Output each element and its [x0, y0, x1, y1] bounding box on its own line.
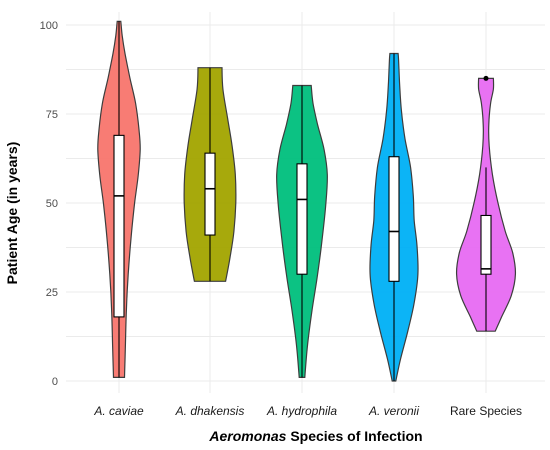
x-axis-title-part: Species of Infection [286, 428, 422, 444]
y-tick-label: 75 [46, 109, 58, 121]
violin-3 [276, 84, 328, 378]
violin-layer [97, 20, 517, 382]
x-axis-title-part: Aeromonas [208, 428, 286, 444]
violin-2 [183, 67, 237, 282]
x-tick-label: A. veronii [368, 404, 419, 418]
y-tick-labels: 0 25 50 75 100 [40, 20, 58, 388]
box [388, 156, 400, 282]
x-tick-label: A. hydrophila [266, 404, 337, 418]
x-tick-label: A. caviae [93, 404, 144, 418]
box [113, 134, 125, 318]
x-tick-label: Rare Species [450, 404, 522, 418]
y-tick-label: 0 [52, 376, 58, 388]
box [480, 214, 492, 275]
violin-5 [455, 75, 517, 332]
outlier-point [483, 75, 489, 81]
violin-4 [369, 52, 419, 382]
y-tick-label: 25 [46, 287, 58, 299]
y-axis-title: Patient Age (in years) [4, 142, 20, 285]
x-tick-labels: A. caviae A. dhakensis A. hydrophila A. ver… [93, 404, 522, 418]
box [204, 152, 216, 236]
y-tick-label: 50 [46, 198, 58, 210]
x-tick-label: A. dhakensis [175, 404, 245, 418]
violin-1 [97, 20, 141, 378]
y-tick-label: 100 [40, 20, 58, 32]
box [296, 163, 308, 275]
x-axis-title: Aeromonas Species of Infection [208, 428, 422, 444]
